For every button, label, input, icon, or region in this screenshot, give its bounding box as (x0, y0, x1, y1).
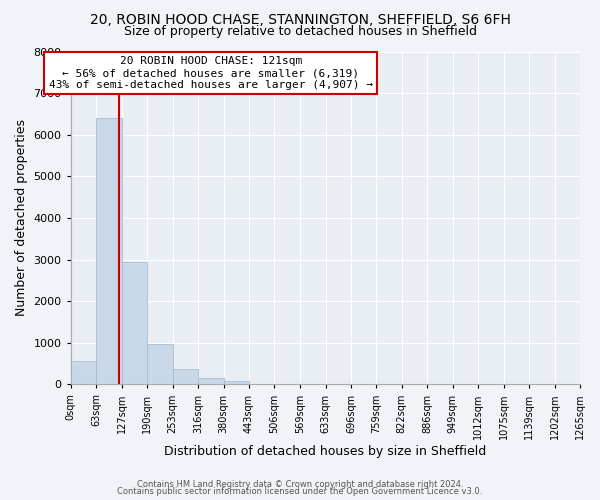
Bar (147, 344, 173, 384)
Bar (71, 361, 96, 384)
Text: Contains HM Land Registry data © Crown copyright and database right 2024.: Contains HM Land Registry data © Crown c… (137, 480, 463, 489)
Text: Contains public sector information licensed under the Open Government Licence v3: Contains public sector information licen… (118, 487, 482, 496)
X-axis label: Distribution of detached houses by size in Sheffield: Distribution of detached houses by size … (164, 444, 487, 458)
Y-axis label: Number of detached properties: Number of detached properties (15, 120, 28, 316)
Bar (198, 378, 224, 384)
Text: 20 ROBIN HOOD CHASE: 121sqm
← 56% of detached houses are smaller (6,319)
43% of : 20 ROBIN HOOD CHASE: 121sqm ← 56% of det… (49, 56, 373, 90)
Bar (173, 369, 198, 384)
Text: 20, ROBIN HOOD CHASE, STANNINGTON, SHEFFIELD, S6 6FH: 20, ROBIN HOOD CHASE, STANNINGTON, SHEFF… (89, 12, 511, 26)
Bar (224, 380, 249, 384)
Bar (96, 118, 122, 384)
Text: Size of property relative to detached houses in Sheffield: Size of property relative to detached ho… (124, 25, 476, 38)
Bar (122, 262, 147, 384)
